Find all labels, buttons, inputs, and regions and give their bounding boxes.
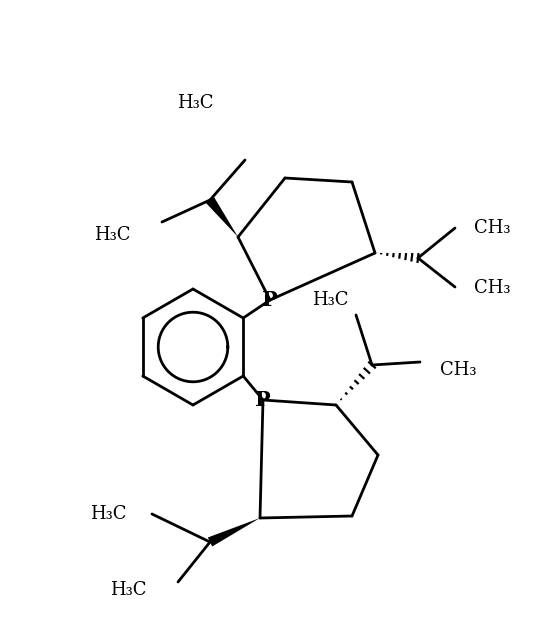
Polygon shape (208, 518, 260, 547)
Polygon shape (206, 197, 238, 237)
Text: P: P (262, 290, 278, 310)
Text: H₃C: H₃C (90, 505, 126, 523)
Text: H₃C: H₃C (312, 291, 348, 309)
Text: CH₃: CH₃ (440, 361, 476, 379)
Text: CH₃: CH₃ (474, 279, 510, 297)
Text: H₃C: H₃C (94, 226, 130, 244)
Text: P: P (255, 390, 271, 410)
Text: H₃C: H₃C (110, 581, 146, 599)
Text: CH₃: CH₃ (474, 219, 510, 237)
Text: H₃C: H₃C (177, 94, 213, 112)
